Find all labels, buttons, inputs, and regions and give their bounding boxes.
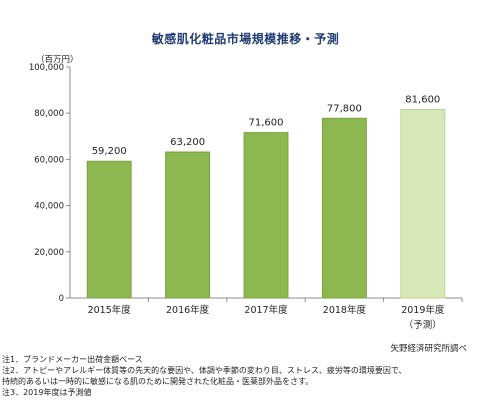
x-tick-sublabel: （予測）	[404, 319, 442, 331]
footnote-1: 注1．ブランドメーカー出荷金額ベース	[2, 355, 143, 364]
footnotes: 注1．ブランドメーカー出荷金額ベース 注2．アトピーやアレルギー体質等の先天的な…	[2, 354, 407, 398]
y-tick-label: 80,000	[34, 109, 64, 119]
footnote-2-continued: 持続的あるいは一時的に敏感になる肌のために開発された化粧品・医薬部外品をさす。	[2, 377, 314, 386]
x-tick-label: 2018年度	[323, 304, 367, 316]
x-tick-label: 2019年度	[401, 304, 445, 316]
chart-title: 敏感肌化粧品市場規模推移・予測	[151, 32, 340, 46]
chart-axes: 0 20,000 40,000 60,000 80,000 100,000	[29, 63, 463, 304]
source-note: 矢野経済研究所調べ	[390, 344, 467, 354]
data-label: 81,600	[405, 95, 440, 106]
y-tick-label: 100,000	[29, 63, 64, 73]
y-axis-unit-label: （百万円）	[36, 55, 79, 65]
bar-2015年度	[86, 160, 132, 299]
chart-bars	[86, 109, 446, 299]
data-label: 77,800	[327, 103, 362, 114]
data-label: 59,200	[92, 146, 127, 157]
bar-2016年度	[165, 151, 211, 299]
y-tick-label: 20,000	[34, 248, 64, 258]
x-tick-label: 2016年度	[166, 304, 210, 316]
footnote-3: 注3．2019年度は予測値	[2, 388, 92, 397]
bar-2017年度	[243, 132, 289, 299]
bar-2018年度	[321, 117, 367, 299]
chart-labels: 59,200 2015年度 63,200 2016年度 71,600 2017年度 77,8…	[88, 95, 445, 331]
x-tick-label: 2015年度	[88, 304, 132, 316]
x-tick-label: 2017年度	[244, 304, 288, 316]
y-tick-label: 60,000	[34, 155, 64, 165]
y-tick-label: 40,000	[34, 202, 64, 212]
y-tick-label: 0	[59, 294, 64, 304]
footnote-2: 注2．アトピーやアレルギー体質等の先天的な要因や、体調や季節の変わり目、ストレス…	[2, 366, 407, 375]
data-label: 63,200	[170, 137, 205, 148]
bar-chart: 0 20,000 40,000 60,000 80,000 100,000 59,200 2…	[29, 63, 463, 331]
data-label: 71,600	[249, 118, 284, 129]
bar-2019年度	[400, 109, 446, 299]
